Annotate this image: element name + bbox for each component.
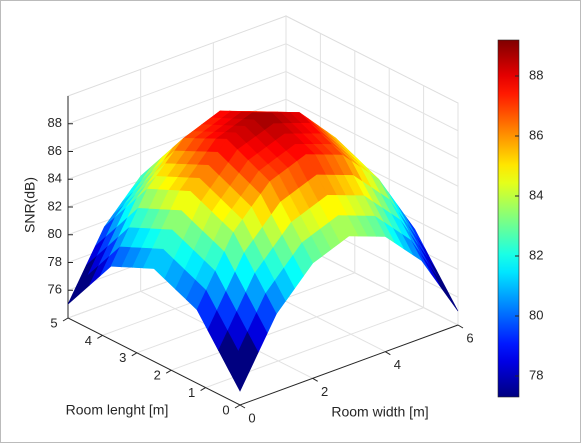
y-tick-label: 2	[154, 368, 161, 383]
y-tick	[165, 369, 172, 374]
x-tick	[385, 351, 391, 356]
axis-line	[67, 96, 459, 406]
surface-patch	[189, 138, 271, 234]
surface-patch	[269, 154, 350, 264]
z-tick-label: 88	[48, 115, 62, 130]
surface-patch	[196, 231, 277, 392]
surface-patch	[232, 181, 314, 315]
surface-patch	[378, 179, 459, 312]
y-tick	[97, 334, 103, 339]
y-tick	[62, 317, 69, 322]
y-tick-label: 3	[119, 350, 126, 365]
colorbar-tick-label: 88	[529, 67, 543, 82]
y-axis-label: Room lenght [m]	[66, 402, 169, 418]
surface-patch	[146, 137, 228, 192]
grid-line	[205, 85, 425, 389]
colorbar	[497, 39, 520, 398]
y-tick	[131, 352, 138, 357]
x-tick	[457, 324, 464, 329]
z-tick-label: 76	[48, 282, 62, 297]
z-tick-label: 78	[48, 254, 62, 269]
x-tick-label: 2	[321, 384, 328, 399]
surface-patch	[305, 154, 386, 237]
x-tick-label: 6	[466, 330, 473, 345]
y-tick-label: 4	[85, 333, 92, 348]
x-axis-label: Room width [m]	[331, 404, 428, 420]
surface-patch	[262, 112, 344, 156]
z-axis-label: SNR(dB)	[22, 177, 38, 233]
x-tick-label: 0	[248, 410, 255, 425]
x-tick	[239, 404, 246, 409]
z-tick-label: 86	[48, 143, 62, 158]
z-tick-label: 84	[48, 171, 62, 186]
y-tick-label: 5	[50, 315, 57, 330]
colorbar-tick-label: 80	[529, 307, 543, 322]
x-tick	[312, 377, 318, 382]
colorbar-tick-label: 78	[529, 367, 543, 382]
x-tick-label: 4	[394, 357, 401, 372]
surface-patch	[299, 112, 379, 180]
y-tick	[234, 404, 241, 409]
surface-facet	[228, 350, 250, 392]
y-tick	[200, 387, 206, 392]
surface-patch	[110, 188, 191, 269]
z-tick-label: 82	[48, 198, 62, 213]
y-tick-label: 1	[188, 385, 195, 400]
colorbar-tick-label: 84	[529, 187, 543, 202]
colorbar-tick-label: 82	[529, 247, 543, 262]
surface-patch	[226, 112, 307, 183]
colorbar-tick-label: 86	[529, 127, 543, 142]
surface-patch	[342, 154, 422, 261]
y-tick-label: 0	[222, 402, 229, 417]
surface-patch	[67, 188, 148, 305]
z-tick-label: 80	[48, 226, 62, 241]
